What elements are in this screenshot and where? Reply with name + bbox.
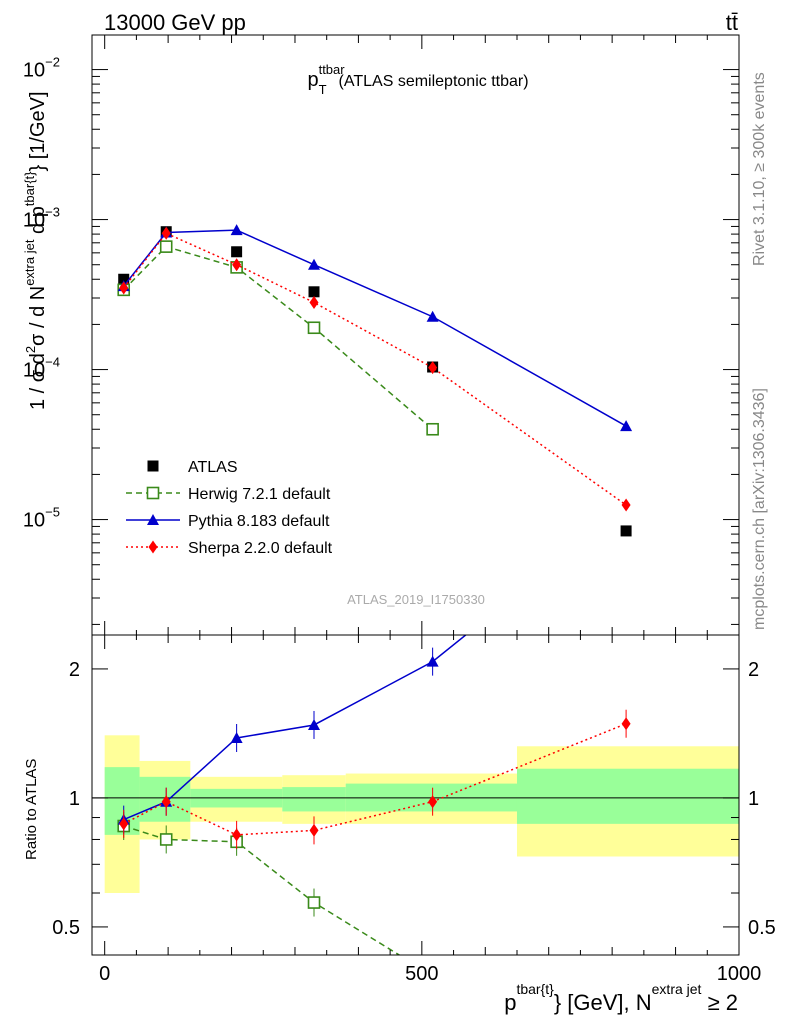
atlas-point (308, 286, 320, 298)
sherpa-ratio-point (428, 795, 438, 809)
ylabel-d: } [1/GeV] (27, 91, 49, 171)
sherpa-ratio-point (119, 817, 129, 831)
ratio-ylabel: Ratio to ATLAS (23, 759, 40, 860)
main-ytick-exp: −3 (45, 205, 60, 220)
herwig-ratio-point (307, 896, 321, 909)
ylabel-b-sup: extra jet (22, 239, 37, 286)
ratio-bands-layer (92, 735, 739, 893)
main-ytick-base: 10 (23, 360, 45, 382)
xlabel-b: } [GeV], N (554, 990, 652, 1015)
main-title-p: p (307, 69, 318, 91)
pythia-point (620, 420, 633, 432)
xlabel-a-sup: tbar{t} (516, 981, 554, 997)
main-ytick-label: 10−5 (23, 505, 60, 532)
ratio-frame (91, 634, 740, 956)
legend-marker-pythia (147, 514, 159, 525)
ratio-ytick-labels: 0.5 0.5 1 1 2 2 (52, 659, 776, 939)
pythia-ratio-point (230, 731, 243, 743)
ratio-ytick-label-left: 0.5 (52, 917, 80, 939)
main-ytick-base: 10 (23, 510, 45, 532)
main-title-rest: (ATLAS semileptonic ttbar) (339, 73, 529, 90)
atlas-point (118, 273, 130, 285)
ratio-xtick-label: 1000 (717, 963, 762, 985)
sherpa-ratio-point (309, 823, 319, 837)
legend-label-pythia: Pythia 8.183 default (188, 513, 330, 530)
main-ytick-label: 10−4 (23, 355, 60, 382)
ratio-ytick-label-right: 1 (748, 788, 759, 810)
ratio-ytick-label-left: 2 (69, 659, 80, 681)
sherpa-point (232, 258, 242, 272)
ratio-xtick-label: 0 (99, 963, 110, 985)
pythia-ratio-point (426, 655, 439, 667)
herwig-point (426, 422, 439, 436)
herwig-ratio-point (159, 833, 173, 846)
main-title-sup: ttbar (319, 62, 346, 77)
legend-marker-atlas (147, 460, 159, 472)
main-ytick-label: 10−3 (23, 205, 60, 232)
atlas-point (620, 525, 632, 537)
xlabel-a: p (504, 990, 516, 1015)
main-panel: 10−510−410−310−2 pttbar T (ATLAS semilepto… (22, 34, 740, 636)
ratio-panel: 0.5 0.5 1 1 2 2 0 500 1000 Ratio to ATLAS ptbar… (23, 634, 776, 1015)
main-series-layer (117, 224, 633, 537)
main-ytick-exp: −5 (45, 505, 60, 520)
pythia-line (123, 229, 627, 427)
process-label: tt̄ (726, 10, 738, 35)
sherpa-point (428, 361, 438, 375)
ratio-ticks-layer (92, 635, 740, 955)
legend: ATLAS Herwig 7.2.1 default Pythia 8.183 de… (126, 459, 333, 557)
sherpa-point (161, 226, 171, 240)
main-ytick-base: 10 (23, 60, 45, 82)
main-ytick-exp: −2 (45, 55, 60, 70)
main-ticks-layer (92, 35, 740, 635)
pythia-ratio-point (308, 718, 321, 730)
ratio-xtick-labels: 0 500 1000 (99, 963, 761, 985)
sherpa-point (621, 498, 631, 512)
legend-label-atlas: ATLAS (188, 459, 238, 476)
watermark: ATLAS_2019_I1750330 (347, 592, 485, 607)
legend-marker-herwig (146, 486, 160, 500)
xlabel: ptbar{t}} [GeV], Nextra jet ≥ 2 (504, 981, 738, 1015)
xlabel-c: ≥ 2 (701, 990, 738, 1015)
ylabel-a: 1 / σ d (27, 353, 49, 410)
band-stat (516, 768, 739, 824)
ylabel-a-sup: 2 (23, 346, 38, 353)
sherpa-ratio-line (123, 723, 627, 836)
sherpa-ratio-point (232, 828, 242, 842)
herwig-point (159, 240, 173, 253)
main-ytick-base: 10 (23, 210, 45, 232)
energy-label: 13000 GeV pp (104, 10, 246, 35)
main-ylabel: 1 / σ d2σ / d Nextra jet d ptbar{t}} [1/… (22, 91, 49, 410)
ratio-xtick-label: 500 (405, 963, 438, 985)
sherpa-ratio-point (621, 717, 631, 731)
band-stat (282, 787, 346, 812)
atlas-point (231, 246, 243, 258)
pythia-point (426, 310, 439, 322)
ratio-ytick-label-right: 2 (748, 659, 759, 681)
main-title: pttbar T (ATLAS semileptonic ttbar) (307, 62, 528, 97)
herwig-point (307, 321, 321, 335)
main-ytick-label: 10−2 (23, 55, 60, 82)
pythia-point (230, 224, 243, 236)
ylabel-c: d p (27, 206, 49, 239)
sherpa-point (309, 295, 319, 309)
pythia-point (308, 258, 321, 270)
xlabel-b-sup: extra jet (652, 981, 702, 997)
ratio-ytick-label-left: 1 (69, 788, 80, 810)
main-ytick-exp: −4 (45, 355, 60, 370)
ratio-series-layer (117, 635, 631, 955)
sherpa-ratio-point (161, 795, 171, 809)
ratio-ytick-label-right: 0.5 (748, 917, 776, 939)
mcplots-label: mcplots.cern.ch [arXiv:1306.3436] (751, 388, 768, 630)
legend-label-herwig: Herwig 7.2.1 default (188, 486, 331, 503)
sherpa-point (119, 281, 129, 295)
legend-label-sherpa: Sherpa 2.2.0 default (188, 540, 333, 557)
legend-marker-sherpa (148, 540, 158, 554)
ylabel-b: σ / d N (27, 286, 49, 346)
rivet-label: Rivet 3.1.10, ≥ 300k events (751, 72, 768, 266)
ylabel-c-sup: tbar{t} (22, 171, 37, 206)
main-ytick-labels: 10−510−410−310−2 (23, 55, 60, 532)
main-title-sub: T (319, 82, 327, 97)
